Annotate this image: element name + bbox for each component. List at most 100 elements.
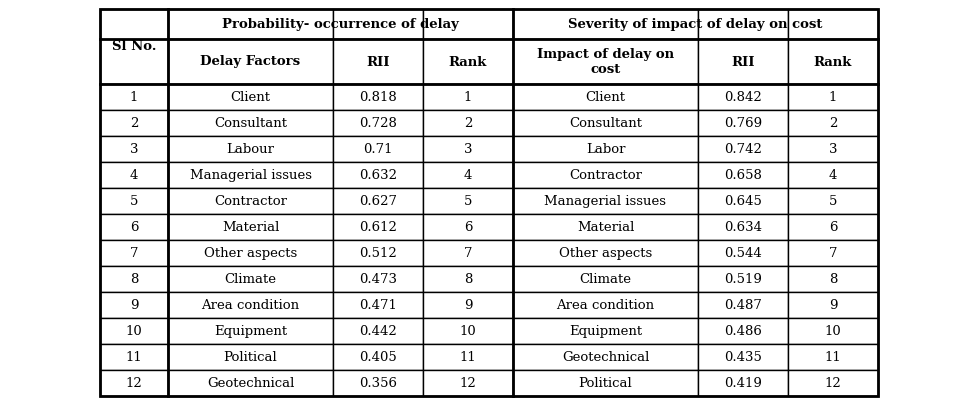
Text: 0.612: 0.612 — [359, 220, 397, 233]
Bar — [423, 162, 513, 188]
Bar — [513, 240, 698, 266]
Bar — [787, 9, 877, 39]
Text: Other aspects: Other aspects — [558, 246, 652, 259]
Text: 10: 10 — [125, 324, 143, 337]
Bar — [787, 214, 877, 240]
Text: 0.645: 0.645 — [723, 194, 761, 207]
Bar — [423, 240, 513, 266]
Text: Impact of delay on
cost: Impact of delay on cost — [536, 48, 673, 76]
Text: 8: 8 — [463, 272, 472, 285]
Text: 6: 6 — [130, 220, 138, 233]
Bar — [332, 240, 423, 266]
Bar — [332, 318, 423, 344]
Bar — [100, 240, 168, 266]
Text: 0.728: 0.728 — [359, 117, 397, 130]
Bar — [698, 39, 787, 84]
Text: Consultant: Consultant — [569, 117, 641, 130]
Bar — [100, 214, 168, 240]
Bar — [168, 110, 332, 136]
Text: 3: 3 — [463, 143, 472, 156]
Text: 0.842: 0.842 — [723, 91, 761, 104]
Text: 9: 9 — [463, 298, 472, 311]
Text: 6: 6 — [828, 220, 836, 233]
Bar — [513, 110, 698, 136]
Bar — [168, 370, 332, 396]
Bar — [787, 266, 877, 292]
Bar — [423, 110, 513, 136]
Text: 4: 4 — [828, 168, 836, 181]
Text: 12: 12 — [459, 376, 476, 389]
Bar — [168, 136, 332, 162]
Text: 5: 5 — [463, 194, 472, 207]
Bar — [787, 370, 877, 396]
Text: 0.627: 0.627 — [359, 194, 397, 207]
Bar — [698, 9, 787, 39]
Text: Equipment: Equipment — [569, 324, 642, 337]
Bar — [168, 188, 332, 214]
Bar — [698, 188, 787, 214]
Bar — [513, 84, 698, 110]
Bar — [100, 9, 168, 84]
Bar — [698, 344, 787, 370]
Bar — [513, 9, 698, 39]
Text: 0.769: 0.769 — [723, 117, 761, 130]
Bar — [787, 110, 877, 136]
Bar — [423, 39, 513, 84]
Bar — [332, 370, 423, 396]
Text: Area condition: Area condition — [556, 298, 654, 311]
Text: 3: 3 — [130, 143, 138, 156]
Bar — [513, 266, 698, 292]
Text: 2: 2 — [828, 117, 836, 130]
Text: 0.435: 0.435 — [723, 350, 761, 363]
Text: Climate: Climate — [225, 272, 276, 285]
Bar — [423, 214, 513, 240]
Text: 4: 4 — [130, 168, 138, 181]
Text: Political: Political — [578, 376, 632, 389]
Text: RII: RII — [731, 55, 754, 68]
Text: Other aspects: Other aspects — [203, 246, 297, 259]
Text: Labor: Labor — [585, 143, 624, 156]
Text: Probability- occurrence of delay: Probability- occurrence of delay — [222, 18, 458, 31]
Text: 10: 10 — [824, 324, 840, 337]
Text: Managerial issues: Managerial issues — [190, 168, 312, 181]
Text: 8: 8 — [828, 272, 836, 285]
Text: 12: 12 — [824, 376, 840, 389]
Text: RII: RII — [365, 55, 390, 68]
Text: 0.442: 0.442 — [359, 324, 397, 337]
Text: 1: 1 — [828, 91, 836, 104]
Bar — [787, 188, 877, 214]
Text: 5: 5 — [828, 194, 836, 207]
Bar — [332, 214, 423, 240]
Bar — [100, 110, 168, 136]
Bar — [698, 318, 787, 344]
Text: 0.71: 0.71 — [362, 143, 393, 156]
Text: Political: Political — [224, 350, 277, 363]
Bar — [698, 110, 787, 136]
Bar — [332, 110, 423, 136]
Text: 0.519: 0.519 — [723, 272, 761, 285]
Bar — [698, 84, 787, 110]
Text: Rank: Rank — [813, 55, 851, 68]
Bar — [513, 214, 698, 240]
Bar — [423, 318, 513, 344]
Bar — [787, 84, 877, 110]
Bar — [168, 9, 332, 39]
Text: Area condition: Area condition — [201, 298, 299, 311]
Text: Geotechnical: Geotechnical — [561, 350, 649, 363]
Text: 7: 7 — [828, 246, 836, 259]
Text: 0.658: 0.658 — [723, 168, 761, 181]
Bar — [513, 162, 698, 188]
Bar — [100, 9, 877, 396]
Text: 7: 7 — [130, 246, 138, 259]
Text: 0.473: 0.473 — [359, 272, 397, 285]
Bar — [332, 266, 423, 292]
Bar — [100, 318, 168, 344]
Bar — [100, 136, 168, 162]
Bar — [787, 162, 877, 188]
Text: Consultant: Consultant — [214, 117, 286, 130]
Text: Client: Client — [585, 91, 625, 104]
Bar — [332, 39, 423, 84]
Text: 4: 4 — [463, 168, 472, 181]
Text: 11: 11 — [459, 350, 476, 363]
Bar — [332, 9, 423, 39]
